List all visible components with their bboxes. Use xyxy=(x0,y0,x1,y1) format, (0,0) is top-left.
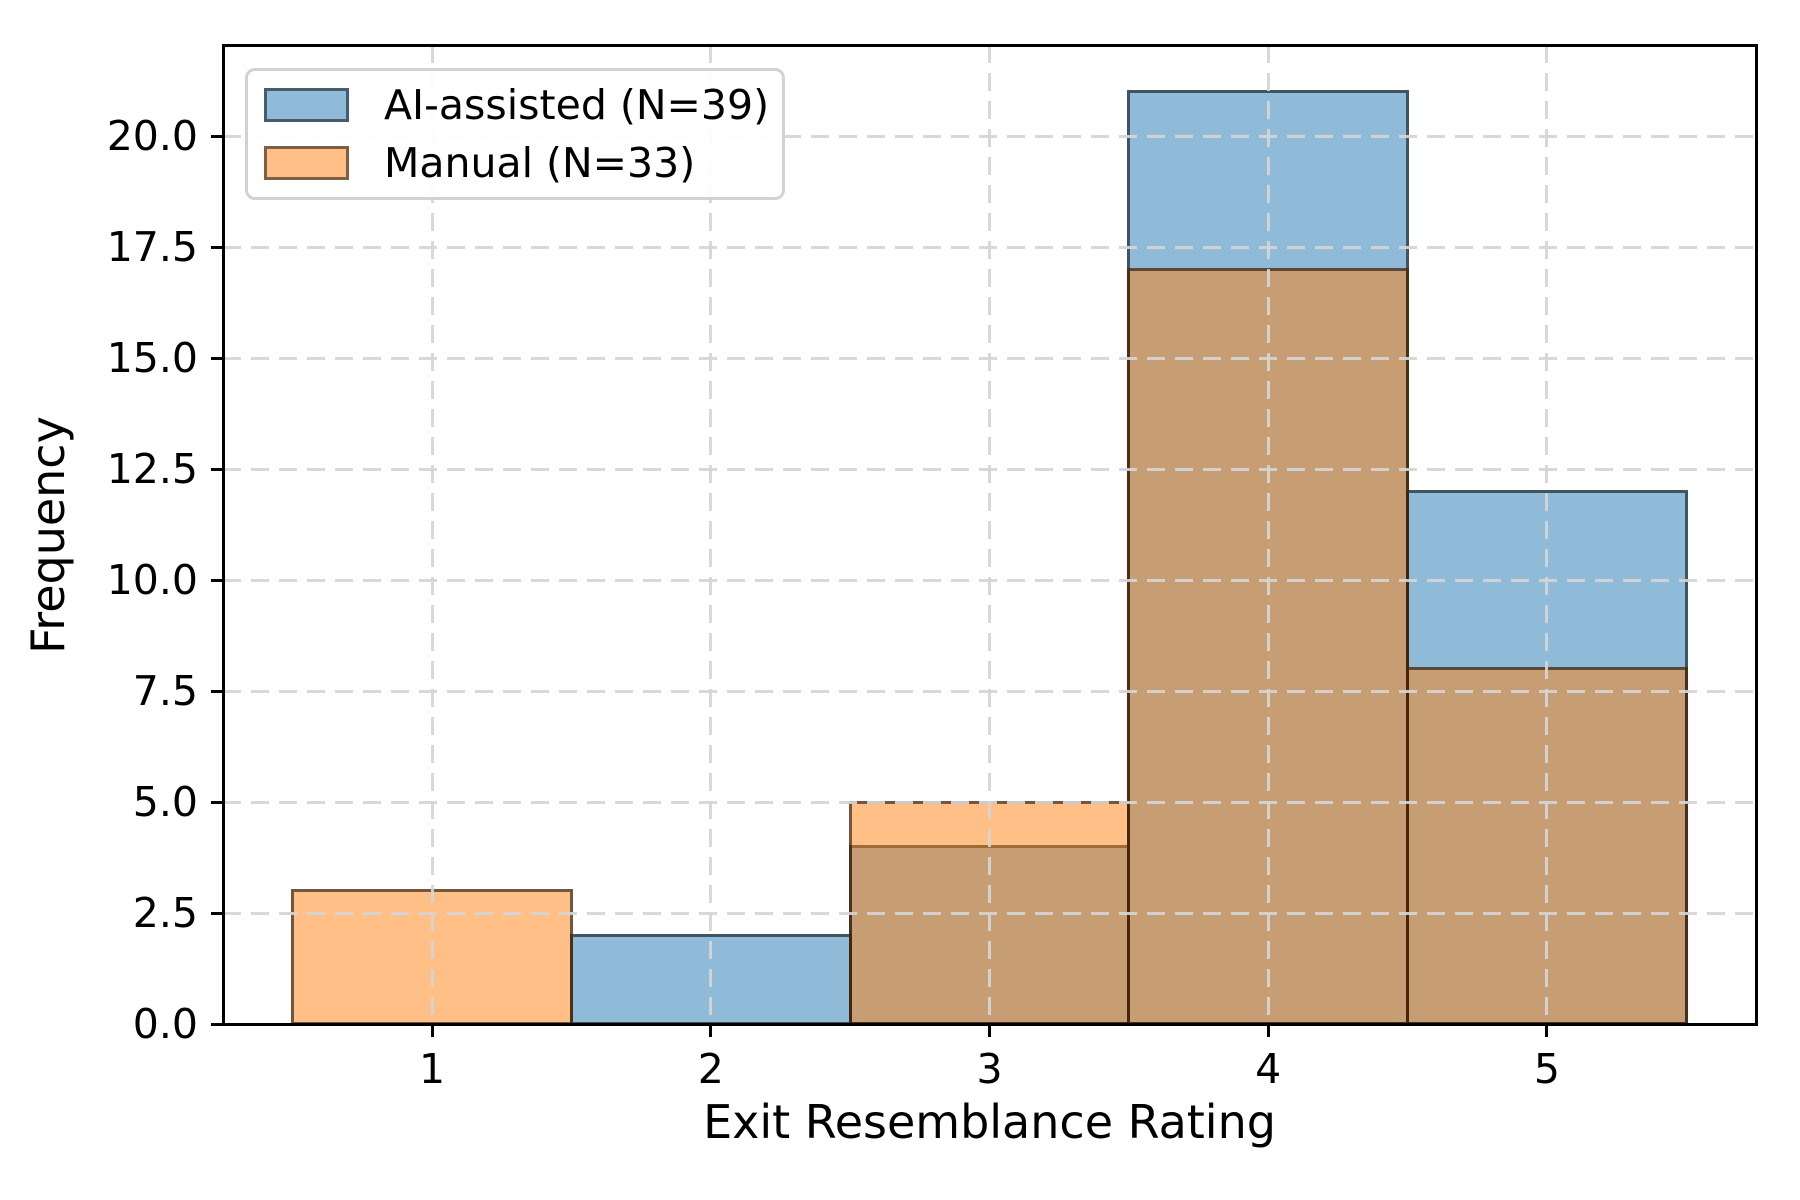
y-tick-mark-2.5 xyxy=(210,911,222,915)
x-tick-label-4: 4 xyxy=(1255,1045,1282,1093)
x-tick-label-3: 3 xyxy=(976,1045,1003,1093)
y-tick-mark-17.5 xyxy=(210,245,222,249)
legend-swatch-manual-icon xyxy=(264,146,349,181)
y-tick-label-12.5: 12.5 xyxy=(106,445,198,493)
legend-item-ai-assisted: AI-assisted (N=39) xyxy=(264,80,782,130)
y-tick-label-17.5: 17.5 xyxy=(106,223,198,272)
y-tick-label-15.0: 15.0 xyxy=(106,334,198,382)
x-tick-mark-2 xyxy=(709,1025,713,1037)
x-tick-label-1: 1 xyxy=(418,1045,446,1093)
y-tick-label-10.0: 10.0 xyxy=(106,556,198,604)
y-tick-mark-10.0 xyxy=(210,578,222,582)
legend-item-manual: Manual (N=33) xyxy=(264,138,782,188)
y-tick-label-7.5: 7.5 xyxy=(132,667,198,715)
grid-line-x-3 xyxy=(988,45,991,1024)
y-tick-label-20.0: 20.0 xyxy=(106,112,198,161)
y-tick-label-2.5: 2.5 xyxy=(132,889,198,937)
legend-swatch-ai-assisted-icon xyxy=(264,87,349,122)
x-tick-mark-3 xyxy=(988,1025,991,1037)
x-tick-mark-5 xyxy=(1545,1025,1549,1037)
x-tick-label-5: 5 xyxy=(1533,1045,1560,1093)
y-tick-mark-20.0 xyxy=(210,134,222,138)
x-tick-mark-4 xyxy=(1266,1025,1270,1037)
legend-label-ai-assisted: AI-assisted (N=39) xyxy=(384,80,770,129)
y-tick-label-5.0: 5.0 xyxy=(132,778,198,826)
x-axis-label: Exit Resemblance Rating xyxy=(703,1095,1276,1149)
y-tick-mark-0.0 xyxy=(210,1022,222,1026)
legend-label-manual: Manual (N=33) xyxy=(384,139,696,188)
y-tick-mark-5.0 xyxy=(210,800,222,804)
y-tick-mark-7.5 xyxy=(210,689,222,693)
x-tick-mark-1 xyxy=(430,1025,434,1037)
y-tick-mark-12.5 xyxy=(210,467,222,471)
y-tick-label-0.0: 0.0 xyxy=(132,1000,198,1048)
grid-line-x-2 xyxy=(709,45,713,1024)
x-tick-label-2: 2 xyxy=(697,1045,724,1093)
y-tick-mark-15.0 xyxy=(210,356,222,360)
grid-line-x-1 xyxy=(430,45,434,1024)
legend: AI-assisted (N=39) Manual (N=33) xyxy=(245,68,785,200)
grid-line-x-4 xyxy=(1266,45,1270,1024)
grid-line-x-5 xyxy=(1545,45,1549,1024)
